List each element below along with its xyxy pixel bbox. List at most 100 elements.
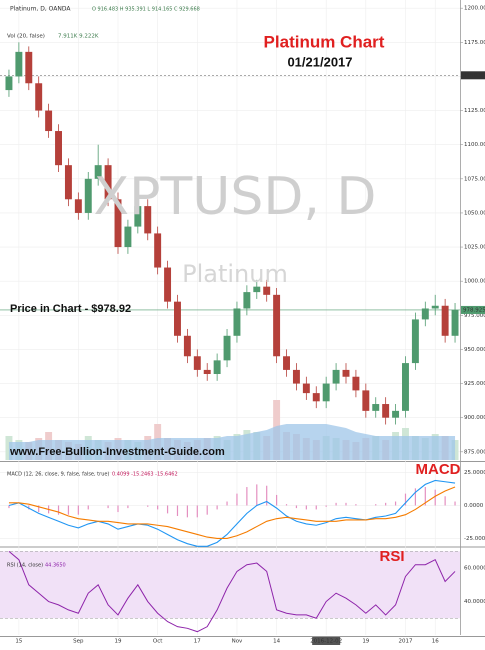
candle-body (233, 308, 241, 336)
x-tick-label: 15 (15, 639, 22, 645)
candle-body (451, 309, 459, 336)
macd-histogram-bar (206, 505, 208, 515)
rsi-band (0, 551, 460, 619)
pane-separator (0, 461, 485, 462)
macd-histogram-bar (186, 505, 188, 518)
macd-histogram-bar (157, 505, 159, 510)
macd-histogram-bar (147, 505, 149, 507)
macd-histogram-bar (246, 487, 248, 506)
x-tick-label: 19 (362, 639, 369, 645)
candle-body (144, 206, 152, 234)
x-tick-label: 2017 (398, 639, 412, 645)
candle-body (352, 376, 360, 391)
y-tick-label: 1000.000 (464, 279, 485, 285)
macd-histogram-bar (87, 505, 89, 510)
price-tag-high-bg (461, 71, 485, 80)
y-tick-label: 1200.000 (464, 6, 485, 12)
volume-ma-area (8, 424, 456, 460)
macd-histogram-bar (394, 501, 397, 506)
y-tick-label: 925.000 (464, 381, 485, 387)
candle-body (223, 335, 231, 361)
y-tick-label: 875.000 (464, 449, 485, 455)
candle-body (322, 383, 330, 402)
candle-body (382, 404, 390, 418)
pane-separator (0, 546, 485, 548)
candle-body (292, 369, 300, 384)
candle-body (402, 363, 409, 411)
candle-body (312, 393, 320, 402)
candle-body (203, 369, 211, 375)
macd-histogram-bar (325, 505, 327, 507)
macd-histogram-bar (176, 505, 179, 517)
candle-body (302, 383, 310, 394)
x-tick-label: Sep (73, 639, 84, 645)
macd-tick-label: 25.0000 (464, 470, 485, 476)
x-tick-label: Oct (153, 639, 163, 645)
candle-body (25, 51, 33, 84)
x-tick-label: 19 (115, 639, 122, 645)
candle-body (124, 226, 132, 248)
candle-body (372, 404, 380, 411)
macd-histogram-bar (266, 485, 268, 506)
watermark: XPTUSD, D (94, 167, 377, 227)
macd-histogram-bar (355, 504, 357, 506)
macd-histogram-bar (57, 505, 60, 515)
candle-body (273, 294, 281, 357)
macd-histogram-bar (424, 487, 426, 506)
candle-body (74, 199, 82, 213)
y-tick-label: 1125.000 (464, 108, 485, 114)
y-tick-label: 975.000 (464, 313, 485, 319)
candle-body (45, 110, 53, 132)
macd-histogram-bar (236, 493, 238, 506)
macd-histogram-bar (345, 502, 347, 506)
candle-body (421, 308, 429, 320)
macd-histogram-bar (216, 505, 218, 510)
macd-histogram-bar (414, 488, 416, 506)
macd-histogram-bar (107, 505, 109, 509)
macd-tick-label: 0.0000 (464, 503, 484, 509)
candle-body (114, 199, 122, 248)
candle-body (193, 356, 201, 370)
macd-histogram-bar (444, 496, 446, 506)
macd-histogram-bar (77, 505, 79, 515)
legend-volume: Vol (20, false) (7, 34, 45, 40)
rsi-legend-values: 44.3650 (45, 563, 66, 569)
macd-histogram-bar (226, 501, 228, 506)
macd-histogram-bar (285, 504, 288, 506)
y-tick-label: 1075.000 (464, 176, 485, 182)
macd-histogram-bar (166, 505, 169, 514)
rsi-tick-label: 40.0000 (464, 599, 485, 605)
macd-histogram-bar (256, 484, 258, 506)
candle-body (35, 83, 43, 111)
y-tick-label: 950.000 (464, 347, 485, 353)
macd-histogram-bar (305, 505, 307, 510)
candle-body (253, 286, 261, 293)
candle-body (183, 335, 191, 357)
x-tick-label: Nov (232, 639, 243, 645)
macd-histogram-bar (315, 505, 317, 510)
candle-body (55, 131, 62, 166)
macd-histogram-bar (375, 504, 377, 506)
macd-legend-values: 0.4099 -15.2463 -15.6462 (112, 472, 178, 478)
price-axis-border (460, 0, 461, 635)
rsi-tick-label: 60.0000 (464, 566, 485, 572)
watermark-sub: Platinum (182, 260, 288, 288)
x-tick-label: 17 (194, 639, 201, 645)
candle-body (94, 165, 102, 179)
candle-body (283, 356, 290, 370)
x-tick-label: 14 (273, 639, 280, 645)
site-annotation: www.Free-Bullion-Investment-Guide.com (9, 446, 225, 458)
macd-tick-label: -25.0000 (464, 536, 485, 542)
rsi-line (8, 550, 456, 633)
candle-body (411, 319, 419, 364)
legend-symbol: Platinum, D, OANDA (10, 6, 71, 13)
macd-histogram-bar (67, 505, 70, 515)
candle-body (362, 390, 370, 411)
candle-body (84, 178, 92, 213)
candle-body (342, 369, 350, 377)
x-tick-label: 16 (432, 639, 439, 645)
candle-body (64, 165, 72, 200)
macd-histogram-bar (127, 505, 129, 509)
